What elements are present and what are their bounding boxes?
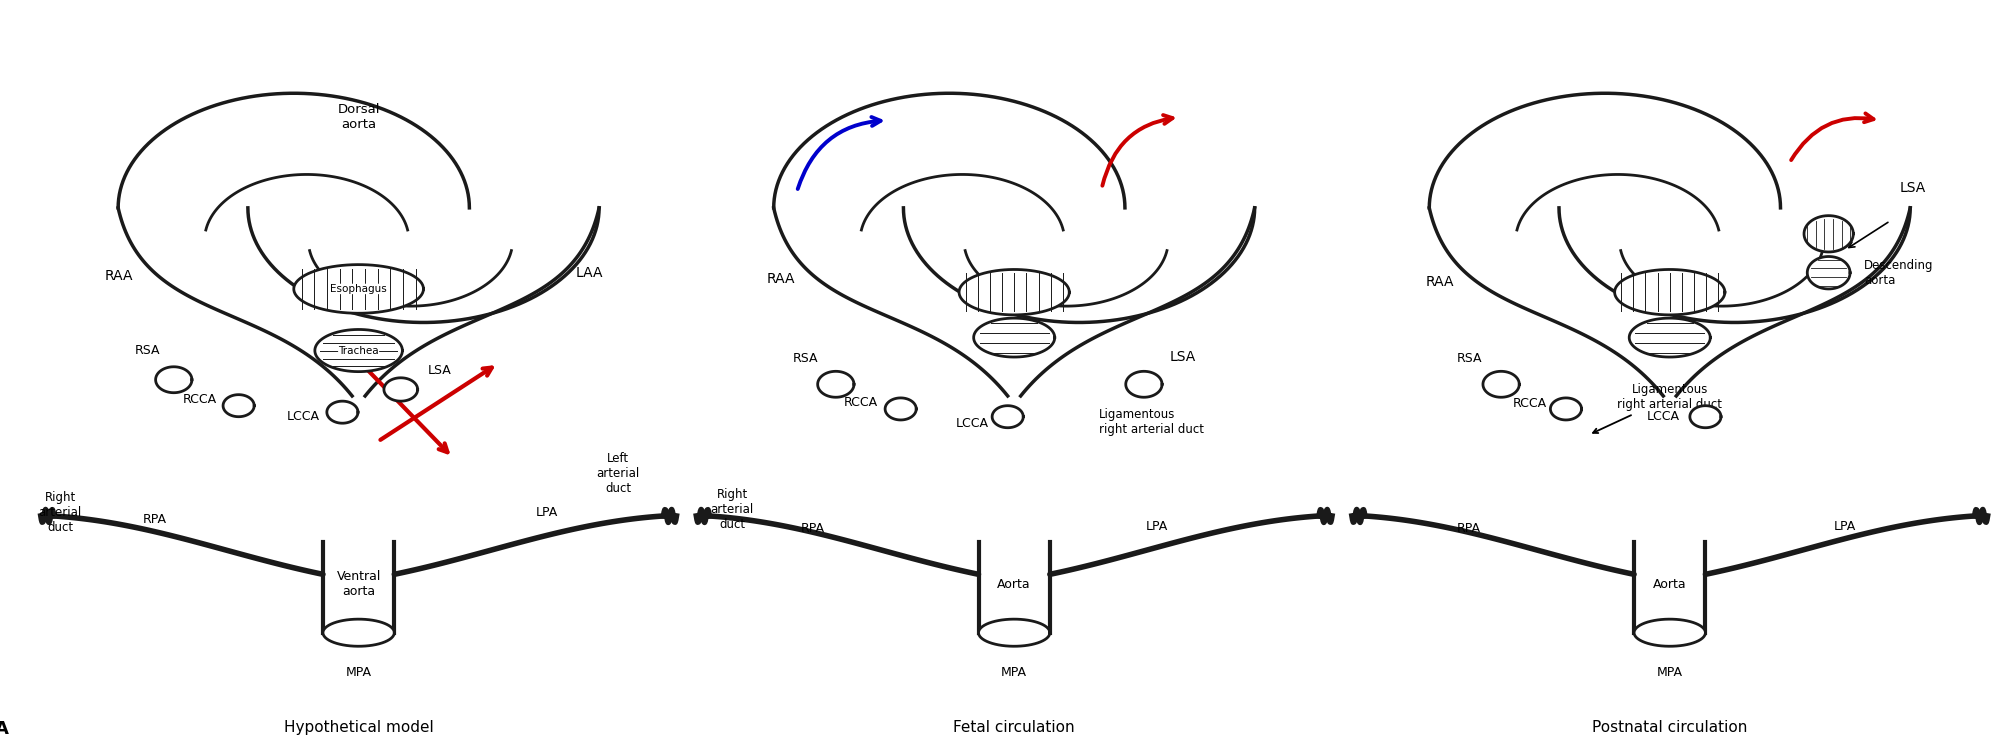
Polygon shape — [1691, 406, 1721, 428]
Text: Ligamentous
right arterial duct: Ligamentous right arterial duct — [1099, 408, 1203, 436]
Polygon shape — [884, 398, 916, 420]
Polygon shape — [314, 330, 402, 372]
Text: Aorta: Aorta — [996, 578, 1031, 590]
Text: LCCA: LCCA — [286, 410, 320, 423]
Text: Trachea: Trachea — [338, 346, 378, 355]
Text: Dorsal
aorta: Dorsal aorta — [338, 103, 380, 131]
Polygon shape — [322, 619, 394, 646]
Text: MPA: MPA — [346, 666, 372, 679]
Text: LSA: LSA — [1171, 350, 1197, 364]
Text: RPA: RPA — [142, 513, 166, 526]
Text: LCCA: LCCA — [1647, 410, 1679, 423]
Text: RCCA: RCCA — [1513, 398, 1547, 410]
Text: RSA: RSA — [136, 344, 160, 357]
Polygon shape — [1127, 371, 1163, 398]
Text: Aorta: Aorta — [1653, 578, 1687, 590]
Polygon shape — [1805, 215, 1853, 252]
Text: Hypothetical model: Hypothetical model — [284, 721, 434, 735]
Polygon shape — [1551, 398, 1581, 420]
Polygon shape — [1615, 270, 1725, 315]
Text: LPA: LPA — [1833, 520, 1857, 533]
Text: LPA: LPA — [536, 506, 558, 520]
Text: Right
arterial
duct: Right arterial duct — [38, 491, 82, 534]
Text: RSA: RSA — [792, 352, 818, 365]
Text: LSA: LSA — [1899, 181, 1927, 195]
Polygon shape — [958, 270, 1069, 315]
Text: Fetal circulation: Fetal circulation — [952, 721, 1075, 735]
Text: RPA: RPA — [800, 523, 824, 535]
Text: RCCA: RCCA — [182, 393, 216, 406]
Text: RAA: RAA — [104, 269, 132, 283]
Text: Postnatal circulation: Postnatal circulation — [1593, 721, 1747, 735]
Polygon shape — [1807, 257, 1851, 289]
Polygon shape — [384, 378, 418, 401]
Text: RAA: RAA — [1425, 276, 1455, 289]
Text: RCCA: RCCA — [842, 396, 878, 409]
Text: Ligamentous
right arterial duct: Ligamentous right arterial duct — [1593, 383, 1723, 433]
Polygon shape — [1629, 318, 1711, 357]
Text: Descending
aorta: Descending aorta — [1865, 259, 1933, 287]
Polygon shape — [1635, 619, 1705, 646]
Text: MPA: MPA — [1000, 666, 1027, 679]
Polygon shape — [326, 401, 358, 423]
Text: Ventral
aorta: Ventral aorta — [336, 570, 380, 598]
Polygon shape — [294, 264, 424, 313]
Polygon shape — [974, 318, 1055, 357]
Text: RPA: RPA — [1457, 523, 1481, 535]
Text: RAA: RAA — [766, 272, 794, 286]
Polygon shape — [992, 406, 1023, 428]
Polygon shape — [978, 619, 1051, 646]
Polygon shape — [222, 395, 254, 416]
Text: Right
arterial
duct: Right arterial duct — [710, 488, 754, 531]
Polygon shape — [156, 367, 192, 393]
Text: A: A — [0, 721, 10, 738]
Text: RSA: RSA — [1457, 352, 1483, 365]
Text: LCCA: LCCA — [956, 416, 988, 430]
Polygon shape — [1483, 371, 1519, 398]
Text: Left
arterial
duct: Left arterial duct — [596, 453, 640, 495]
Text: LSA: LSA — [428, 364, 452, 376]
Text: LAA: LAA — [574, 266, 602, 279]
Text: MPA: MPA — [1657, 666, 1683, 679]
Text: LPA: LPA — [1147, 520, 1169, 533]
Text: Esophagus: Esophagus — [330, 284, 386, 294]
Polygon shape — [818, 371, 854, 398]
